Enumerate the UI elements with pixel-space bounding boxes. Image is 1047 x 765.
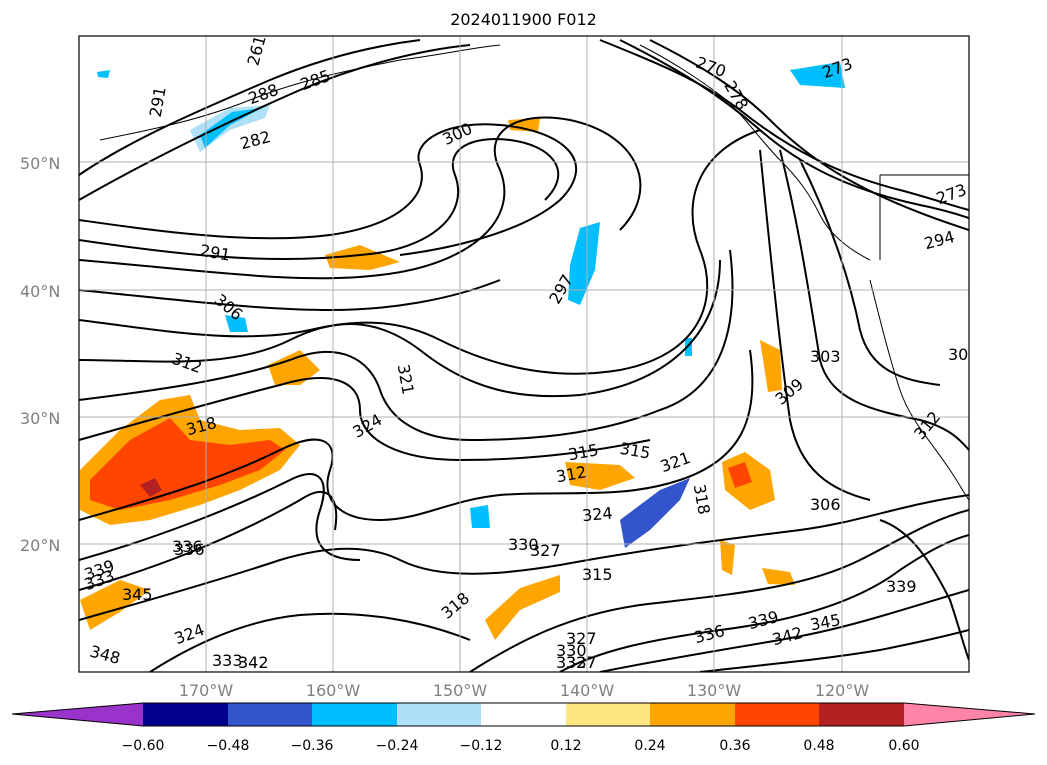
contour-label: 324 (581, 504, 613, 526)
colorbar-tick-label: 0.36 (719, 738, 750, 754)
lon-label: 160°W (306, 681, 361, 700)
colorbar-tick-label: −0.60 (122, 738, 165, 754)
map-title: 2024011900 F012 (450, 10, 597, 29)
contour-label: 330 (508, 535, 539, 554)
colorbar-tick-label: 0.48 (803, 738, 834, 754)
contour-label: 327 (530, 541, 561, 560)
colorbar-segment (481, 703, 566, 726)
contour-label: 303 (948, 345, 979, 364)
lat-label: 20°N (20, 536, 60, 555)
lat-label: 40°N (20, 282, 60, 301)
map-frame (78, 35, 970, 673)
colorbar-tick-label: −0.36 (291, 738, 334, 754)
colorbar-tick-label: 0.12 (550, 738, 581, 754)
colorbar-tick-label: 0.60 (888, 738, 919, 754)
longitude-labels: 170°W 160°W 150°W 140°W 130°W 120°W (179, 681, 870, 700)
contour-label: 336 (174, 540, 205, 559)
contour-label: 342 (238, 653, 269, 672)
contour-label: 339 (886, 577, 917, 596)
lon-label: 140°W (560, 681, 615, 700)
colorbar (11, 702, 1036, 727)
graticule (79, 36, 969, 672)
map-area: 291 288 285 282 261 270 273 278 300 291 … (78, 35, 979, 673)
colorbar-tick-label: −0.12 (460, 738, 503, 754)
lat-label: 30°N (20, 409, 60, 428)
colorbar-segment (312, 703, 397, 726)
contour-lines (79, 39, 969, 672)
colorbar-segment (228, 703, 312, 726)
colorbar-segment (397, 703, 481, 726)
colorbar-tick-label: −0.48 (207, 738, 250, 754)
contour-label: 327 (566, 653, 597, 672)
colorbar-ticks: −0.60 −0.48 −0.36 −0.24 −0.12 0.12 0.24 … (122, 738, 920, 754)
colorbar-tick-label: 0.24 (634, 738, 665, 754)
lon-label: 120°W (815, 681, 870, 700)
colorbar-segment (650, 703, 735, 726)
lon-label: 170°W (179, 681, 234, 700)
colorbar-extend-max (904, 703, 1035, 726)
colorbar-extend-min (12, 703, 143, 726)
contour-label: 333 (212, 651, 243, 670)
contour-label: 336 (172, 537, 203, 556)
colorbar-segment (819, 703, 904, 726)
contour-label: 327 (566, 629, 597, 648)
colorbar-tick-label: −0.24 (376, 738, 419, 754)
contour-label: 333 (556, 653, 587, 672)
contour-label: 330 (556, 641, 587, 660)
lon-label: 150°W (433, 681, 488, 700)
lon-label: 130°W (687, 681, 742, 700)
contour-label: 303 (810, 347, 841, 366)
lat-label: 50°N (20, 154, 60, 173)
contour-label: 345 (122, 585, 153, 604)
latitude-labels: 50°N 40°N 30°N 20°N (20, 154, 60, 555)
shading-layer (80, 62, 845, 640)
colorbar-segment (566, 703, 650, 726)
coastlines (99, 44, 969, 501)
contour-label: 306 (810, 495, 841, 514)
colorbar-segment (735, 703, 819, 726)
colorbar-segment (143, 703, 228, 726)
contour-label: 315 (582, 565, 613, 584)
